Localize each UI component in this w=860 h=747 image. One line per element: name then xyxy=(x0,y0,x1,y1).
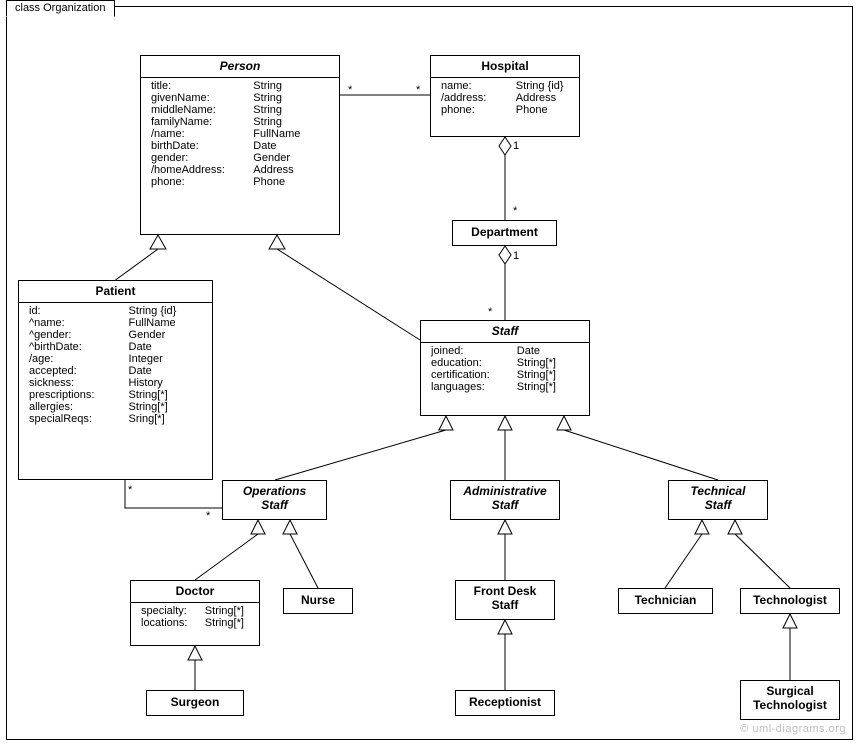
class-hospital: Hospitalname:String {id}/address:Address… xyxy=(430,55,580,137)
class-person: Persontitle:StringgivenName:Stringmiddle… xyxy=(140,55,340,235)
class-doctor: Doctorspecialty:String[*]locations:Strin… xyxy=(130,580,260,646)
class-surg_tech: SurgicalTechnologist xyxy=(740,680,840,720)
multiplicity-label: * xyxy=(128,484,132,496)
class-title: Receptionist xyxy=(456,691,554,714)
class-receptionist: Receptionist xyxy=(455,690,555,716)
class-attrs: specialty:String[*]locations:String[*] xyxy=(131,603,259,633)
class-title: TechnicalStaff xyxy=(669,481,767,517)
class-title: Person xyxy=(141,56,339,78)
class-title: AdministrativeStaff xyxy=(451,481,559,517)
multiplicity-label: * xyxy=(416,84,420,96)
multiplicity-label: * xyxy=(488,306,492,318)
class-attrs: title:StringgivenName:StringmiddleName:S… xyxy=(141,78,339,192)
class-title: Patient xyxy=(19,281,212,303)
class-staff: Staffjoined:Dateeducation:String[*]certi… xyxy=(420,320,590,416)
class-title: Hospital xyxy=(431,56,579,78)
multiplicity-label: * xyxy=(513,205,517,217)
class-title: Front DeskStaff xyxy=(456,581,554,617)
class-department: Department xyxy=(452,220,557,246)
class-attrs: joined:Dateeducation:String[*]certificat… xyxy=(421,343,589,397)
multiplicity-label: 1 xyxy=(513,140,519,152)
class-surgeon: Surgeon xyxy=(146,690,244,716)
class-frontdesk: Front DeskStaff xyxy=(455,580,555,620)
class-title: Department xyxy=(453,221,556,244)
class-attrs: id:String {id}^name:FullName^gender:Gend… xyxy=(19,303,212,429)
multiplicity-label: * xyxy=(206,510,210,522)
class-attrs: name:String {id}/address:Addressphone:Ph… xyxy=(431,78,579,120)
class-technologist: Technologist xyxy=(740,588,840,614)
class-title: OperationsStaff xyxy=(223,481,326,517)
multiplicity-label: 1 xyxy=(513,250,519,262)
multiplicity-label: * xyxy=(348,84,352,96)
class-title: Surgeon xyxy=(147,691,243,714)
class-title: Technician xyxy=(619,589,712,612)
class-title: Technologist xyxy=(741,589,839,612)
class-admin_staff: AdministrativeStaff xyxy=(450,480,560,520)
frame-title: class Organization xyxy=(6,0,115,17)
class-ops_staff: OperationsStaff xyxy=(222,480,327,520)
class-tech_staff: TechnicalStaff xyxy=(668,480,768,520)
class-title: SurgicalTechnologist xyxy=(741,681,839,717)
class-title: Staff xyxy=(421,321,589,343)
class-nurse: Nurse xyxy=(283,588,353,614)
class-technician: Technician xyxy=(618,588,713,614)
class-title: Nurse xyxy=(284,589,352,612)
class-title: Doctor xyxy=(131,581,259,603)
class-patient: Patientid:String {id}^name:FullName^gend… xyxy=(18,280,213,480)
